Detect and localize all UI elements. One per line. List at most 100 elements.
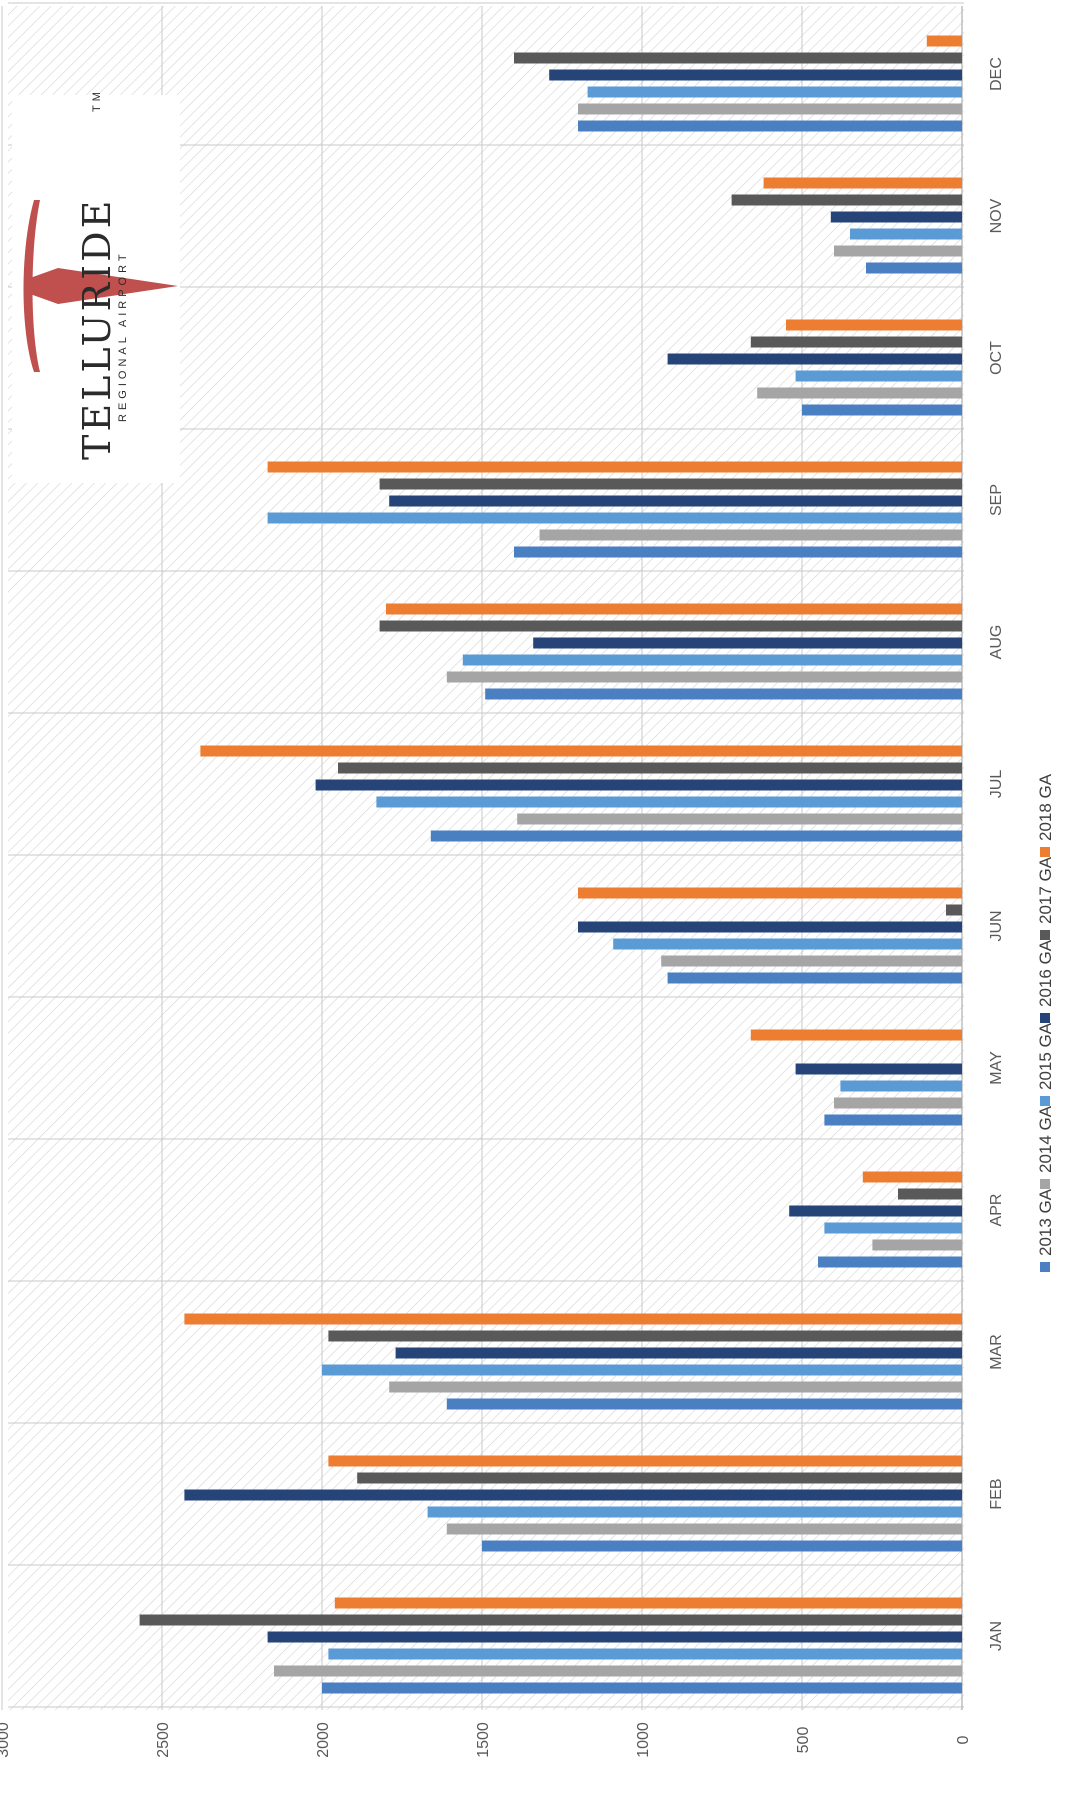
bar-jul-2013-ga [430,830,962,842]
bar-oct-2016-ga [667,353,962,365]
category-label: AUG [988,625,1005,660]
bar-jun-2018-ga [578,887,962,899]
bar-aug-2016-ga [533,637,962,649]
bar-mar-2016-ga [395,1347,963,1359]
logo-name: TELLURIDE [75,198,119,460]
bar-oct-2014-ga [757,387,962,399]
legend-swatch [1040,847,1050,857]
bar-sep-2013-ga [514,546,962,558]
bar-mar-2018-ga [184,1313,962,1325]
bar-nov-2015-ga [850,228,962,240]
bar-nov-2013-ga [866,262,962,274]
bar-mar-2015-ga [322,1364,962,1376]
category-label: MAY [988,1051,1005,1085]
bar-aug-2017-ga [379,620,963,632]
bar-aug-2015-ga [462,654,962,666]
bar-sep-2014-ga [539,529,962,541]
category-label: DEC [988,57,1005,91]
legend-label: 2014 GA [1036,1105,1055,1173]
bar-jan-2016-ga [267,1631,963,1643]
category-label: SEP [988,484,1005,516]
category-label: JUL [988,770,1005,799]
bar-may-2015-ga [840,1080,962,1092]
value-tick-label: 500 [795,1727,812,1754]
category-label: APR [988,1194,1005,1227]
bar-apr-2018-ga [862,1171,962,1183]
legend-swatch [1040,1179,1050,1189]
bar-jan-2013-ga [322,1682,962,1694]
category-label: OCT [988,341,1005,375]
legend-label: 2013 GA [1036,1188,1055,1256]
value-axis-ticks: 0 500 1000 1500 2000 2500 3000 [0,1722,972,1758]
bar-jun-2016-ga [578,921,962,933]
bar-may-2016-ga [795,1063,962,1075]
bar-oct-2018-ga [786,319,962,331]
logo-emblem-stem-icon [30,268,178,304]
bar-apr-2014-ga [872,1239,962,1251]
bar-feb-2017-ga [357,1472,962,1484]
bar-dec-2018-ga [926,35,962,47]
legend: 2013 GA 2014 GA 2015 GA 2016 GA 2017 GA 2018 … [1036,773,1055,1272]
legend-swatch [1040,1096,1050,1106]
category-label: JUN [988,910,1005,941]
bar-jul-2016-ga [315,779,963,791]
legend-swatch [1040,930,1050,940]
category-label: MAR [988,1334,1005,1370]
bar-jun-2017-ga [946,904,962,916]
legend-label: 2016 GA [1036,939,1055,1007]
bar-feb-2015-ga [427,1506,963,1518]
bar-dec-2013-ga [578,120,962,132]
value-tick-label: 2500 [155,1722,172,1758]
bar-apr-2016-ga [789,1205,962,1217]
legend-swatch [1040,1262,1050,1272]
category-label: FEB [988,1478,1005,1509]
bar-dec-2015-ga [587,86,962,98]
bar-sep-2018-ga [267,461,963,473]
bar-jan-2018-ga [334,1597,962,1609]
bar-jun-2014-ga [661,955,962,967]
bar-mar-2013-ga [446,1398,962,1410]
bar-oct-2015-ga [795,370,962,382]
bar-may-2018-ga [750,1029,962,1041]
bar-nov-2016-ga [830,211,962,223]
bar-jul-2014-ga [517,813,962,825]
bar-apr-2015-ga [824,1222,962,1234]
bar-feb-2018-ga [328,1455,962,1467]
bar-jun-2015-ga [613,938,962,950]
bar-jun-2013-ga [667,972,962,984]
value-tick-label: 2000 [315,1722,332,1758]
value-tick-label: 0 [955,1735,972,1744]
bar-feb-2016-ga [184,1489,962,1501]
legend-label: 2017 GA [1036,856,1055,924]
logo-trademark: TM [91,88,103,112]
bar-may-2013-ga [824,1114,962,1126]
category-axis-labels: JAN FEB MAR APR MAY JUN JUL AUG SEP OCT NOV DEC [988,57,1005,1651]
bar-apr-2013-ga [818,1256,962,1268]
gridlines [1,2,964,1710]
bar-jan-2017-ga [139,1614,963,1626]
bar-jan-2014-ga [274,1665,962,1677]
bar-jul-2017-ga [338,762,962,774]
logo-subtitle: REGIONAL AIRPORT [117,250,129,422]
bar-jul-2018-ga [200,745,962,757]
bar-jul-2015-ga [376,796,962,808]
bar-nov-2014-ga [834,245,962,257]
bar-dec-2014-ga [578,103,962,115]
legend-label: 2018 GA [1036,773,1055,841]
telluride-logo: TELLURIDE REGIONAL AIRPORT TM [12,88,180,483]
bar-may-2014-ga [834,1097,962,1109]
bar-aug-2013-ga [485,688,962,700]
bar-feb-2013-ga [482,1540,962,1552]
bar-dec-2016-ga [549,69,962,81]
bar-nov-2018-ga [763,177,962,189]
bar-sep-2017-ga [379,478,963,490]
value-tick-label: 1000 [635,1722,652,1758]
category-label: JAN [988,1621,1005,1651]
bar-jan-2015-ga [328,1648,962,1660]
value-tick-label: 3000 [0,1722,12,1758]
bar-oct-2017-ga [750,336,962,348]
bar-feb-2014-ga [446,1523,962,1535]
bar-mar-2017-ga [328,1330,962,1342]
bar-sep-2015-ga [267,512,963,524]
